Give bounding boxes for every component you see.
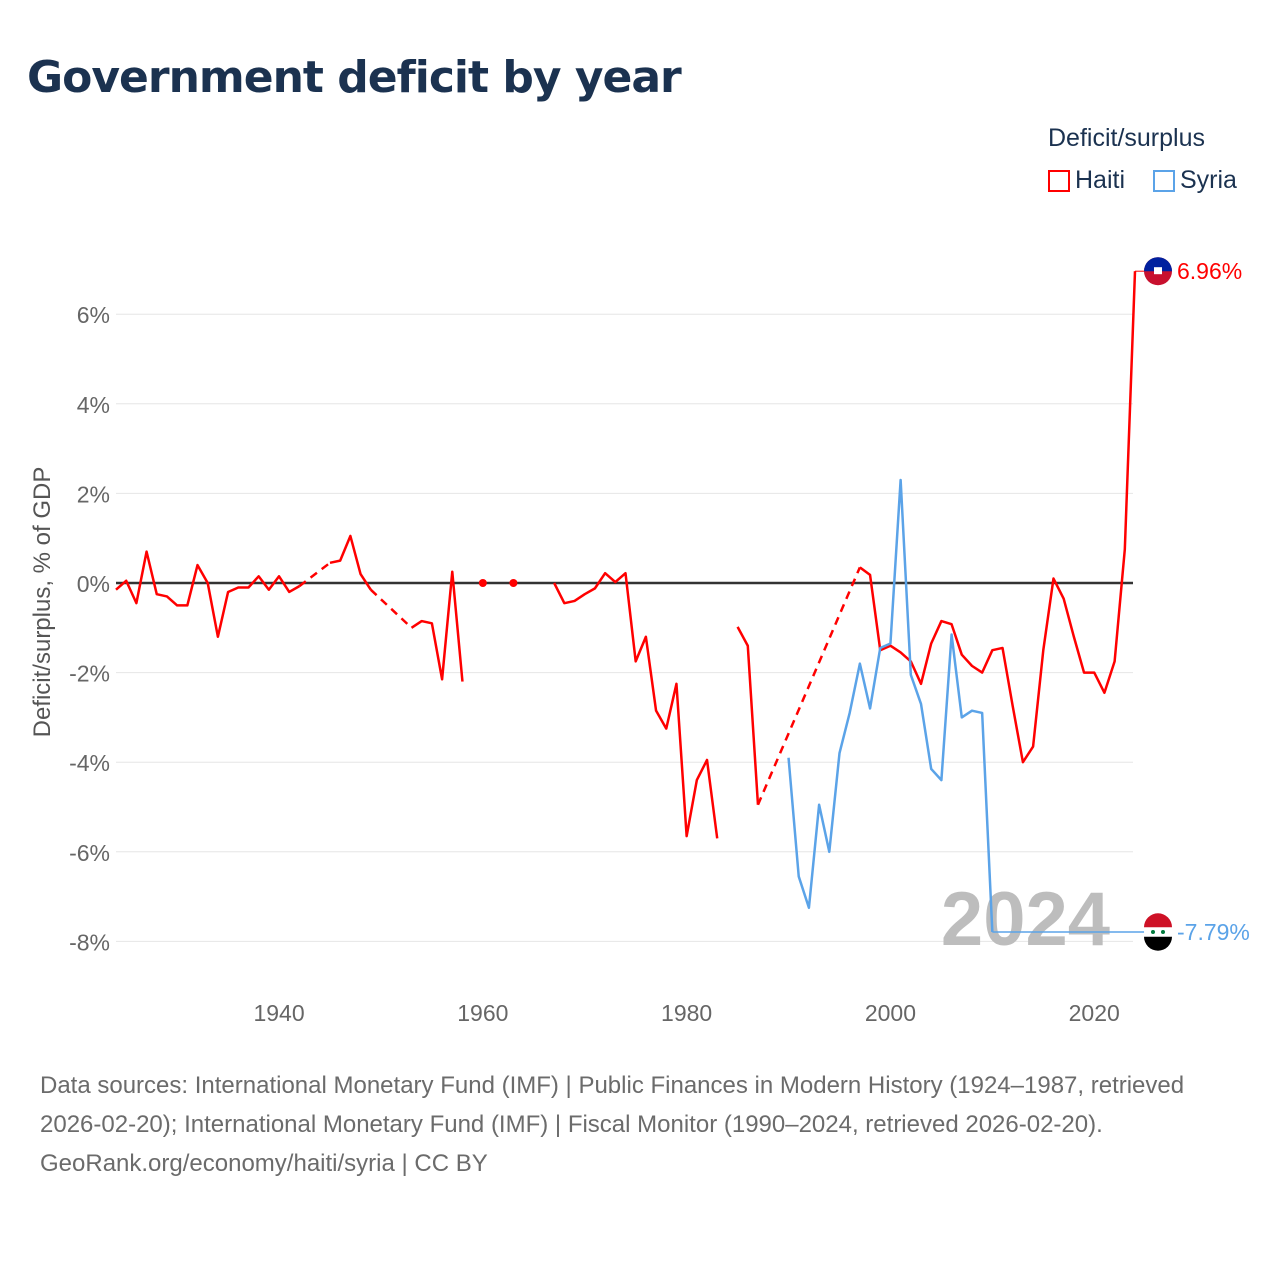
x-tick-label: 1960 [457, 1000, 508, 1026]
source-note: Data sources: International Monetary Fun… [40, 1066, 1240, 1183]
legend-title: Deficit/surplus [1048, 124, 1205, 152]
series-line-haiti [736, 626, 760, 805]
legend-swatch-syria [1153, 169, 1175, 192]
y-tick-label: 0% [77, 571, 110, 597]
x-tick-label: 1980 [661, 1000, 712, 1026]
series-gap-haiti [298, 561, 331, 588]
legend-label: Syria [1180, 166, 1237, 194]
legend-item-haiti[interactable]: Haiti [1048, 166, 1125, 195]
series-line-haiti [329, 534, 372, 591]
series-gap-haiti [756, 566, 862, 806]
year-watermark: 2024 [941, 877, 1110, 962]
y-tick-label: -2% [69, 661, 110, 687]
y-tick-label: -8% [69, 929, 110, 955]
flag-star [1151, 929, 1155, 934]
x-tick-label: 2020 [1069, 1000, 1120, 1026]
series-line-haiti [115, 550, 301, 639]
series-line-haiti [553, 571, 719, 839]
attribution-link[interactable]: GeoRank.org/economy/haiti/syria | CC BY [40, 1150, 488, 1177]
legend-item-syria[interactable]: Syria [1153, 166, 1237, 195]
y-tick-label: 4% [77, 392, 110, 418]
y-tick-label: 6% [77, 302, 110, 328]
flag-star [1161, 929, 1165, 934]
series-line-haiti [859, 271, 1137, 764]
haiti-end-label: 6.96% [1177, 258, 1242, 284]
x-tick-label: 1940 [253, 1000, 304, 1026]
x-tick-label: 2000 [865, 1000, 916, 1026]
haiti-flag-icon [1144, 257, 1172, 286]
series-gap-haiti [369, 588, 413, 629]
y-tick-label: -6% [69, 840, 110, 866]
series-line-syria [787, 478, 994, 933]
legend-swatch-haiti [1048, 169, 1070, 192]
flag-blue [1144, 257, 1172, 272]
legend-label: Haiti [1075, 166, 1126, 194]
source-text: Data sources: International Monetary Fun… [40, 1072, 1185, 1138]
y-tick-label: 2% [77, 481, 110, 507]
series-point-haiti [509, 579, 518, 587]
flag-red [1144, 913, 1172, 928]
flag-emblem [1154, 267, 1162, 275]
series-line-haiti [410, 570, 464, 682]
y-tick-label: -4% [69, 750, 110, 776]
series-point-haiti [478, 579, 487, 587]
y-axis-label: Deficit/surplus, % of GDP [29, 467, 56, 738]
syria-end-label: -7.79% [1177, 919, 1250, 945]
chart-title: Government deficit by year [27, 52, 682, 103]
syria-flag-icon [1144, 913, 1172, 951]
flag-black [1144, 936, 1172, 951]
